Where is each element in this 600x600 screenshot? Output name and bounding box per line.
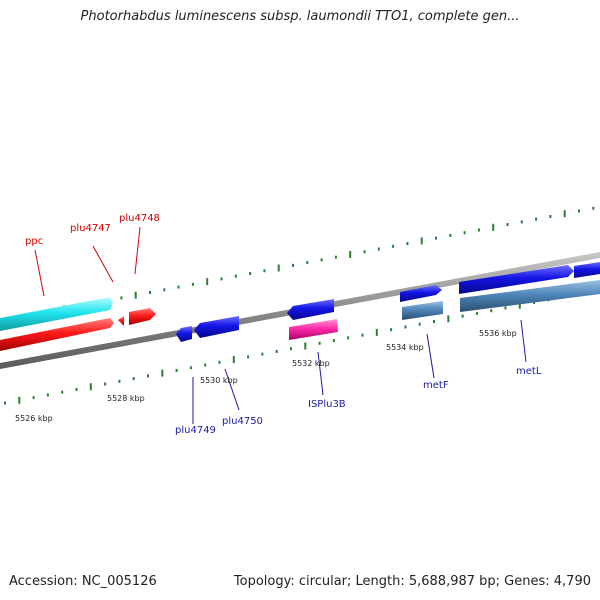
- gene-label-plu4747: plu4747: [70, 223, 111, 234]
- gene-steel-block-2[interactable]: [460, 280, 600, 312]
- gene-plu4748-body[interactable]: [129, 308, 156, 325]
- gene-ppc[interactable]: [0, 297, 113, 331]
- callout-line: [134, 226, 141, 275]
- scale-label: 5536 kbp: [479, 329, 517, 338]
- gene-callouts: ppc plu4747 plu4748 plu4749 plu4750 ISPlu3B me…: [25, 213, 542, 436]
- map-title: Photorhabdus luminescens subsp. laumondi…: [80, 9, 520, 24]
- gene-label-plu4750: plu4750: [222, 416, 263, 427]
- gene-label-plu4748: plu4748: [119, 213, 160, 224]
- callout-line: [317, 351, 324, 396]
- scale-labels: 5526 kbp 5528 kbp 5530 kbp 5532 kbp 5534 kbp…: [15, 329, 517, 423]
- gene-label-isplu3b: ISPlu3B: [308, 399, 346, 410]
- gene-plu4747[interactable]: [0, 318, 114, 351]
- gene-plu4749[interactable]: [176, 326, 192, 342]
- callout-line: [92, 245, 114, 283]
- gene-label-plu4749: plu4749: [175, 425, 216, 436]
- gene-steel-block-1[interactable]: [402, 301, 443, 320]
- scale-label: 5526 kbp: [15, 414, 53, 423]
- scale-label: 5528 kbp: [107, 394, 145, 403]
- scale-label: 5534 kbp: [386, 343, 424, 352]
- gene-label-ppc: ppc: [25, 236, 43, 247]
- gene-label-metf: metF: [423, 380, 449, 391]
- gene-ISPlu3B[interactable]: [289, 319, 338, 340]
- callout-line: [520, 319, 527, 363]
- gene-metF[interactable]: [400, 285, 442, 302]
- accession-text: Accession: NC_005126: [9, 574, 157, 589]
- callout-line: [426, 333, 435, 379]
- scale-label: 5530 kbp: [200, 376, 238, 385]
- gene-metL-continuation[interactable]: [574, 262, 600, 278]
- genome-summary-text: Topology: circular; Length: 5,688,987 bp…: [233, 574, 591, 589]
- gene-plu4750[interactable]: [194, 316, 239, 338]
- gene-plu4748[interactable]: [118, 316, 124, 326]
- gene-metL[interactable]: [459, 265, 574, 294]
- callout-line: [34, 249, 45, 297]
- callout-line: [224, 368, 240, 411]
- gene-ISPlu3B-top[interactable]: [287, 299, 334, 320]
- scale-label: 5532 kbp: [292, 359, 330, 368]
- gene-label-metl: metL: [516, 366, 542, 377]
